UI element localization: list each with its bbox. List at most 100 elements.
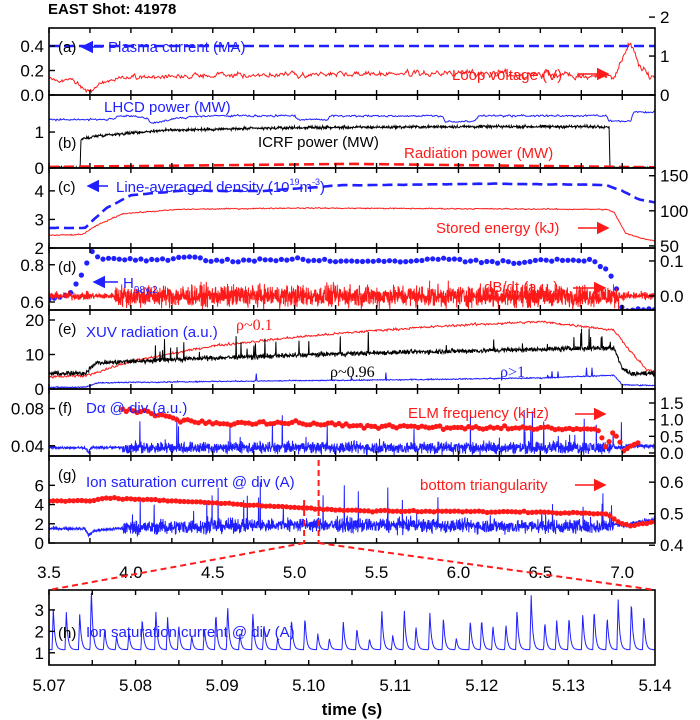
panel-label: (a) bbox=[58, 39, 76, 56]
data-point-h98 bbox=[576, 258, 582, 264]
annotation-text: ICRF power (MW) bbox=[258, 134, 379, 151]
series-line-wmhd bbox=[49, 206, 655, 242]
data-point-h98 bbox=[327, 258, 333, 264]
y-tick-label-right: 0.0 bbox=[660, 444, 684, 463]
y-tick-label-left: 6 bbox=[35, 476, 44, 495]
data-point-felm bbox=[613, 433, 619, 439]
data-point-tri bbox=[451, 508, 457, 514]
data-point-tri bbox=[410, 507, 416, 514]
annotation--0-1: ρ~0.1 bbox=[236, 317, 273, 334]
data-point-h98 bbox=[192, 254, 198, 260]
data-point-tri bbox=[202, 499, 208, 506]
data-point-h98 bbox=[446, 256, 452, 262]
data-point-tri bbox=[124, 496, 130, 502]
data-point-tri bbox=[480, 509, 486, 515]
data-point-h98 bbox=[100, 256, 106, 262]
panel-frame bbox=[48, 455, 656, 544]
annotation-subscript: 98y,2 bbox=[134, 285, 158, 296]
data-point-tri bbox=[222, 500, 228, 506]
zoom-x-tick-label: 5.11 bbox=[379, 676, 411, 695]
annotation-text: bottom triangularity bbox=[420, 477, 548, 494]
x-tick-label: 5.5 bbox=[365, 563, 389, 582]
data-point-tri bbox=[247, 502, 253, 508]
data-point-h98 bbox=[278, 256, 284, 262]
zoom-x-tick-label: 5.08 bbox=[119, 676, 152, 695]
data-point-felm bbox=[350, 423, 356, 429]
data-point-h98 bbox=[359, 258, 366, 265]
data-point-tri bbox=[87, 498, 93, 504]
data-point-tri bbox=[427, 508, 433, 514]
data-point-tri bbox=[578, 510, 584, 516]
data-point-tri bbox=[283, 504, 290, 510]
data-point-h98 bbox=[516, 260, 522, 266]
series-line-isat bbox=[49, 482, 655, 538]
data-point-tri bbox=[75, 497, 81, 504]
panel-label: (d) bbox=[58, 259, 76, 276]
data-point-tri bbox=[390, 508, 396, 514]
data-point-h98 bbox=[241, 257, 247, 263]
data-point-h98 bbox=[527, 259, 533, 265]
data-point-h98 bbox=[376, 258, 382, 264]
data-point-tri bbox=[545, 509, 552, 515]
data-point-tri bbox=[308, 505, 314, 511]
zoom-x-tick-label: 5.09 bbox=[206, 676, 239, 695]
data-point-tri bbox=[550, 509, 556, 516]
data-point-tri bbox=[259, 503, 265, 509]
data-point-h98 bbox=[419, 257, 425, 264]
data-point-h98 bbox=[73, 281, 79, 287]
data-point-tri bbox=[509, 509, 515, 515]
data-point-tri bbox=[165, 498, 171, 504]
data-point-h98 bbox=[354, 258, 360, 264]
data-point-tri bbox=[631, 522, 638, 529]
data-point-tri bbox=[378, 508, 384, 514]
annotation-bottom-triangularity: bottom triangularity bbox=[420, 477, 548, 494]
annotation-superscript: -3 bbox=[312, 177, 320, 187]
panel-a: 0.0 0.2 0.4 0 1 2 (a) bbox=[20, 8, 669, 105]
data-point-tri bbox=[169, 498, 175, 504]
data-point-tri bbox=[615, 519, 621, 525]
data-point-tri bbox=[484, 509, 490, 516]
data-point-h98 bbox=[89, 248, 95, 255]
y-tick-label-right: 0.4 bbox=[660, 536, 684, 555]
data-point-h98 bbox=[349, 258, 355, 264]
data-point-tri bbox=[558, 510, 564, 516]
data-point-tri bbox=[181, 498, 187, 505]
data-point-tri bbox=[386, 508, 392, 514]
data-point-h98 bbox=[230, 259, 236, 265]
y-tick-label-left: 2 bbox=[35, 622, 44, 641]
annotation-db-dt-a-u-: dB/dt (a.u.) bbox=[484, 279, 558, 296]
annotation-stored-energy-kj-: Stored energy (kJ) bbox=[436, 220, 559, 237]
data-point-h98 bbox=[403, 259, 409, 265]
annotation-line-averaged-density-10: Line-averaged density (1019m-3) bbox=[116, 177, 325, 196]
data-point-h98 bbox=[462, 259, 468, 265]
series-line-xuv3 bbox=[49, 367, 655, 389]
plot-area bbox=[49, 182, 655, 242]
data-point-h98 bbox=[408, 258, 414, 264]
data-point-tri bbox=[120, 496, 126, 502]
data-point-tri bbox=[406, 508, 412, 514]
y-tick-label-left: 0.6 bbox=[20, 293, 44, 312]
annotation-loop-voltage-v-: Loop voltage (V) bbox=[452, 67, 562, 84]
data-point-felm bbox=[595, 428, 601, 434]
data-point-tri bbox=[517, 509, 523, 515]
y-tick-label-right: 0.6 bbox=[660, 473, 684, 492]
data-point-tri bbox=[513, 509, 519, 515]
data-point-h98 bbox=[343, 258, 349, 264]
y-tick-label-right: 0.5 bbox=[660, 505, 684, 524]
plot-area bbox=[49, 320, 655, 389]
series-line-xuv2 bbox=[49, 328, 655, 378]
data-point-tri bbox=[443, 508, 449, 514]
data-point-h98 bbox=[289, 256, 295, 262]
data-point-felm bbox=[617, 439, 623, 445]
y-tick-label-right: 1 bbox=[660, 47, 669, 66]
data-point-h98 bbox=[111, 255, 117, 262]
data-point-felm bbox=[599, 435, 605, 441]
annotation-text: m bbox=[299, 179, 312, 196]
zoom-connector-right bbox=[318, 542, 656, 591]
data-point-tri bbox=[419, 509, 425, 515]
data-point-tri bbox=[54, 498, 60, 504]
data-point-tri bbox=[586, 510, 593, 516]
data-point-h98 bbox=[473, 257, 479, 263]
data-point-tri bbox=[648, 519, 654, 525]
